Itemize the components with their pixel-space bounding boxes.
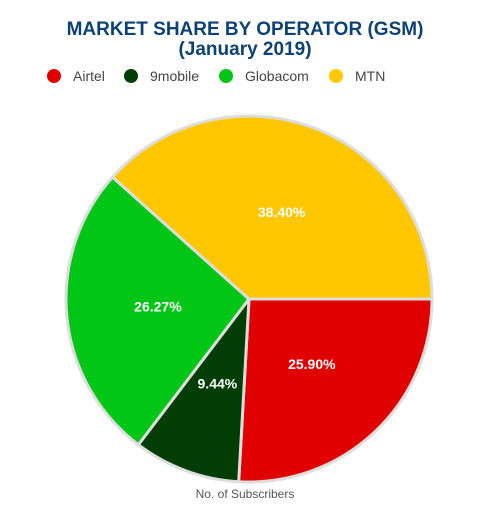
- legend-item-globacom[interactable]: Globacom: [219, 66, 309, 86]
- slice-label-globacom: 26.27%: [134, 298, 182, 314]
- pie-slice-mtn[interactable]: [111, 114, 434, 301]
- legend-swatch-9mobile: [124, 69, 138, 83]
- legend-item-mtn[interactable]: MTN: [329, 66, 385, 86]
- legend-swatch-globacom: [219, 69, 233, 83]
- legend-label-globacom: Globacom: [245, 68, 309, 84]
- pie-slice-airtel[interactable]: [237, 297, 434, 484]
- legend-label-airtel: Airtel: [73, 68, 105, 84]
- legend-item-9mobile[interactable]: 9mobile: [124, 66, 199, 86]
- pie-slice-9mobile[interactable]: [136, 297, 251, 484]
- legend-swatch-airtel: [47, 69, 61, 83]
- slice-label-airtel: 25.90%: [288, 356, 336, 372]
- x-axis-label: No. of Subscribers: [195, 487, 295, 501]
- chart-title-line-1: MARKET SHARE BY OPERATOR (GSM): [66, 19, 424, 40]
- slice-label-9mobile: 9.44%: [198, 376, 238, 392]
- legend-label-9mobile: 9mobile: [150, 68, 200, 84]
- chart-legend: Airtel 9mobile Globacom MTN: [0, 66, 490, 86]
- legend-swatch-mtn: [329, 69, 343, 83]
- slice-label-mtn: 38.40%: [258, 204, 306, 220]
- chart-title: MARKET SHARE BY OPERATOR (GSM) (January …: [0, 20, 490, 60]
- legend-label-mtn: MTN: [355, 68, 386, 84]
- chart-title-line-2: (January 2019): [178, 39, 312, 60]
- pie-slice-globacom[interactable]: [64, 175, 251, 447]
- legend-item-airtel[interactable]: Airtel: [47, 66, 105, 86]
